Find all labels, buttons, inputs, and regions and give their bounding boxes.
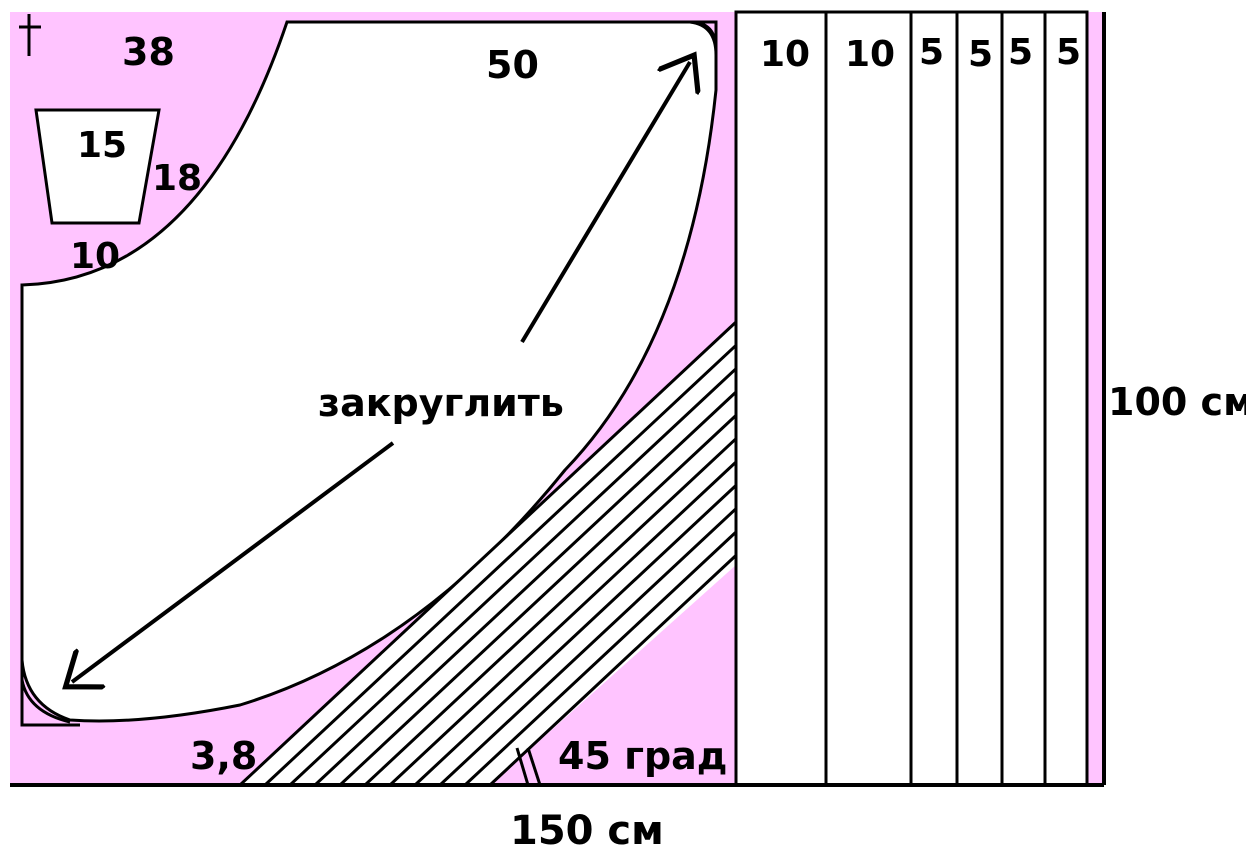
strip-5-width-label: 5 (1008, 32, 1033, 73)
main-piece-frame-bottom-left (20, 660, 80, 727)
round-off-label: закруглить (318, 381, 564, 425)
strip-2-width-label: 10 (845, 34, 895, 75)
bias-strip-line (488, 554, 738, 787)
bias-strip-line (338, 414, 738, 787)
bias-strip-line (288, 367, 738, 787)
strip-column-4 (955, 10, 1004, 787)
top-width-50-label: 50 (486, 43, 539, 87)
strip-column-2 (824, 10, 913, 787)
fabric-height-label: 100 см (1108, 380, 1246, 424)
strip-1-width-label: 10 (760, 34, 810, 75)
strip-6-width-label: 5 (1056, 32, 1081, 73)
bias-strip-line (438, 507, 738, 787)
pocket-top-15-label: 15 (77, 125, 127, 166)
pocket-bottom-10-label: 10 (70, 236, 120, 277)
bias-strip-line (413, 484, 738, 787)
bias-strip-line (238, 320, 738, 787)
cross-mark-icon (19, 14, 41, 56)
pocket-height-18-label: 18 (152, 158, 202, 199)
strip-column-5 (1000, 10, 1047, 787)
strip-column-3 (909, 10, 959, 787)
corner-size-38-label: 38 (122, 30, 175, 74)
angle-45-label: 45 град (558, 734, 728, 778)
strip-4-width-label: 5 (968, 34, 993, 75)
bias-strip-line (263, 344, 738, 787)
strip-3-width-label: 5 (919, 32, 944, 73)
strip-column-6 (1043, 10, 1089, 787)
bias-strip-line (388, 460, 738, 787)
strip-column-1 (734, 10, 828, 787)
bias-strip-line (363, 437, 738, 787)
main-piece-frame-top-right (287, 20, 718, 60)
arrow-to-top-right (520, 62, 690, 344)
apron-main-piece (20, 20, 718, 723)
pocket-trapezoid (34, 108, 161, 225)
bias-strips-group (238, 320, 738, 787)
bias-strip-line (313, 390, 738, 787)
fabric-width-label: 150 см (510, 808, 664, 846)
vertical-strips (734, 10, 1089, 787)
angle-mark (515, 747, 542, 786)
bias-strip-line (463, 530, 738, 787)
bias-strip-width-label: 3,8 (190, 734, 257, 778)
arrow-to-bottom-left (72, 441, 395, 682)
